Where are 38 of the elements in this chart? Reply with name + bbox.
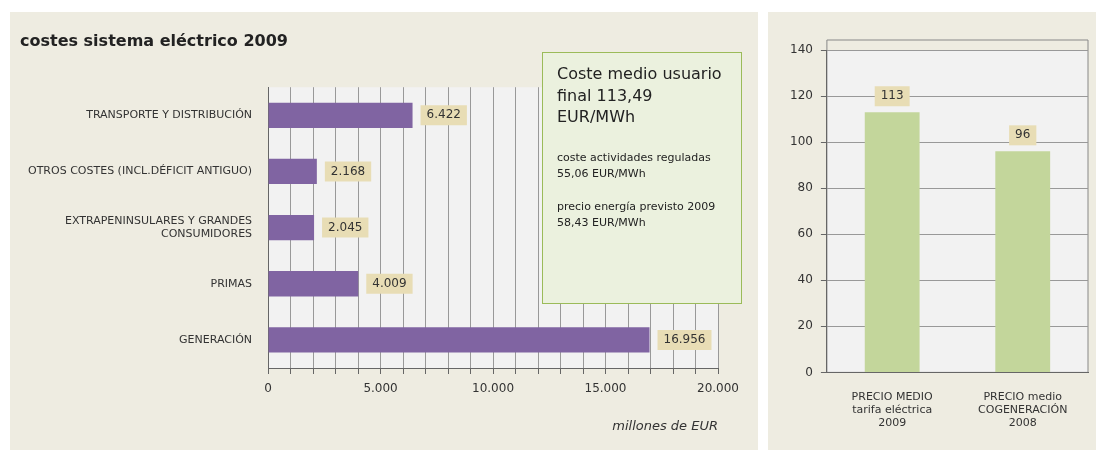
x-tick-label: PRECIO medio COGENERACIÓN 2008 [978, 389, 1068, 430]
y-tick-label: PRIMAS [210, 276, 253, 290]
y-tick-label: 80 [797, 180, 813, 195]
y-tick-label: 120 [790, 88, 813, 103]
data-label: 113 [880, 88, 904, 103]
chart-title: costes sistema eléctrico 2009 [20, 30, 288, 50]
bar [268, 102, 413, 128]
annotation: precio energía previsto 2009 58,43 EUR/MWh [557, 198, 717, 232]
y-tick-label: 0 [805, 364, 813, 379]
y-tick-label: TRANSPORTE Y DISTRIBUCIÓN [85, 108, 253, 122]
data-label: 2.045 [328, 219, 363, 234]
y-tick-label: 40 [797, 272, 813, 287]
bar [268, 327, 650, 353]
y-tick-label: OTROS COSTES (INCL.DÉFICIT ANTIGUO) [27, 164, 253, 178]
y-tick-label: EXTRAPENINSULARES Y GRANDES CONSUMIDORES [64, 213, 253, 241]
note-box: Coste medio usuario final 113,49 EUR/MWh coste actividades reguladas 55,06 EUR/MWh precio energía previsto 2009 58,43 EUR/MWh [542, 52, 742, 304]
data-label: 6.422 [426, 107, 461, 122]
bar [268, 214, 315, 241]
bar [268, 271, 359, 297]
x-tick-label: PRECIO MEDIO tarifa eléctrica 2009 [851, 389, 934, 430]
y-tick-label: 60 [797, 226, 813, 241]
annotation: Coste medio usuario final 113,49 EUR/MWh [557, 63, 723, 128]
x-tick-label: 0 [264, 381, 272, 396]
y-tick-label: 20 [797, 318, 813, 333]
y-tick-label: 140 [790, 42, 813, 57]
data-label: 2.168 [330, 163, 366, 178]
data-label: 96 [1015, 127, 1031, 142]
y-tick-label: 100 [790, 134, 813, 149]
annotation: coste actividades reguladas 55,06 EUR/MWh [557, 149, 712, 183]
x-tick-label: 20.000 [697, 381, 739, 396]
y-tick-label: GENERACIÓN [179, 332, 253, 346]
x-tick-label: 15.000 [584, 381, 627, 396]
x-axis-title: millones de EUR [612, 417, 718, 433]
bar [268, 158, 317, 185]
data-label: 4.009 [372, 275, 407, 290]
data-label: 16.956 [663, 332, 706, 347]
x-tick-label: 5.000 [363, 381, 398, 396]
x-tick-label: 10.000 [472, 381, 515, 396]
